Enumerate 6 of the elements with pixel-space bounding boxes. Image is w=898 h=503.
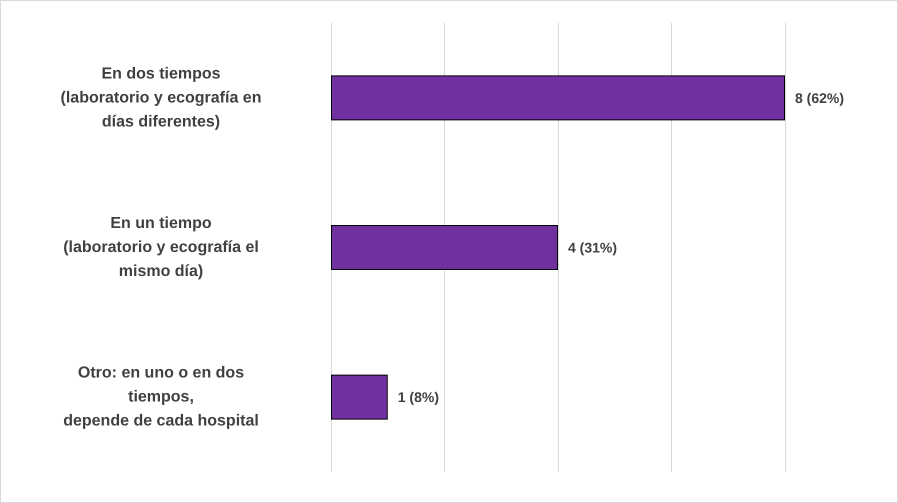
- y-tick-label: En dos tiempos (laboratorio y ecografía en días diferentes): [60, 65, 262, 130]
- y-tick-label: Otro: en uno o en dos tiempos, depende de cada hospital: [63, 364, 259, 430]
- y-tick-label: En un tiempo (laboratorio y ecografía el mismo día): [63, 215, 259, 280]
- data-label: 8 (62%): [795, 90, 844, 106]
- data-label: 1 (8%): [398, 389, 439, 406]
- data-label: 4 (31%): [568, 240, 618, 256]
